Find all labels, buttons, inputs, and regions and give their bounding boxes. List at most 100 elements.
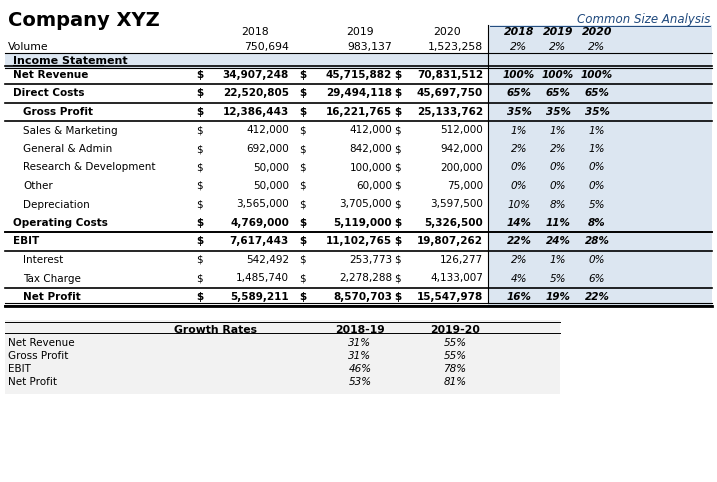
Text: 8,570,703: 8,570,703 xyxy=(333,292,392,302)
Text: Net Profit: Net Profit xyxy=(23,292,81,302)
Text: 2018: 2018 xyxy=(241,27,269,37)
Text: $: $ xyxy=(299,125,305,135)
Text: 2%: 2% xyxy=(511,144,527,154)
Text: $: $ xyxy=(394,237,402,246)
Text: General & Admin: General & Admin xyxy=(23,144,113,154)
Text: 942,000: 942,000 xyxy=(440,144,483,154)
Text: Net Revenue: Net Revenue xyxy=(13,70,88,80)
Text: $: $ xyxy=(299,181,305,191)
Text: $: $ xyxy=(394,70,402,80)
Text: Net Revenue: Net Revenue xyxy=(8,338,75,348)
Text: $: $ xyxy=(394,218,402,228)
Text: $: $ xyxy=(394,144,401,154)
Text: $: $ xyxy=(299,200,305,210)
Text: 31%: 31% xyxy=(348,351,371,361)
Text: 53%: 53% xyxy=(348,377,371,387)
Text: Net Profit: Net Profit xyxy=(8,377,57,387)
Text: 46%: 46% xyxy=(348,364,371,374)
Text: 5%: 5% xyxy=(550,273,566,283)
Text: 35%: 35% xyxy=(546,107,571,117)
Text: EBIT: EBIT xyxy=(13,237,39,246)
Text: 45,715,882: 45,715,882 xyxy=(326,70,392,80)
Text: Research & Development: Research & Development xyxy=(23,162,156,173)
Text: Growth Rates: Growth Rates xyxy=(174,325,257,335)
Text: 0%: 0% xyxy=(550,181,566,191)
Text: $: $ xyxy=(196,292,203,302)
Text: Income Statement: Income Statement xyxy=(13,56,128,66)
Bar xyxy=(488,66,712,306)
Text: 200,000: 200,000 xyxy=(440,162,483,173)
Text: $: $ xyxy=(394,292,402,302)
Text: $: $ xyxy=(299,255,305,265)
Text: 692,000: 692,000 xyxy=(246,144,289,154)
Text: $: $ xyxy=(196,237,203,246)
Text: 2%: 2% xyxy=(511,255,527,265)
Text: 3,705,000: 3,705,000 xyxy=(339,200,392,210)
Text: 100,000: 100,000 xyxy=(349,162,392,173)
Text: 65%: 65% xyxy=(507,89,531,98)
Text: 19,807,262: 19,807,262 xyxy=(417,237,483,246)
Text: 14%: 14% xyxy=(507,218,531,228)
Text: $: $ xyxy=(299,162,305,173)
Text: 0%: 0% xyxy=(511,162,527,173)
Text: 34,907,248: 34,907,248 xyxy=(223,70,289,80)
Text: 2018: 2018 xyxy=(504,27,534,37)
Text: Company XYZ: Company XYZ xyxy=(8,11,160,29)
Text: 3,597,500: 3,597,500 xyxy=(430,200,483,210)
Text: $: $ xyxy=(394,255,401,265)
Text: $: $ xyxy=(299,107,306,117)
Text: $: $ xyxy=(196,89,203,98)
Text: 81%: 81% xyxy=(443,377,467,387)
Text: 0%: 0% xyxy=(550,162,566,173)
Text: 11,102,765: 11,102,765 xyxy=(326,237,392,246)
Bar xyxy=(488,39,712,54)
Text: 5,119,000: 5,119,000 xyxy=(333,218,392,228)
Text: 412,000: 412,000 xyxy=(246,125,289,135)
Text: 253,773: 253,773 xyxy=(349,255,392,265)
Text: 1%: 1% xyxy=(550,125,566,135)
Text: 1%: 1% xyxy=(511,125,527,135)
Text: 100%: 100% xyxy=(503,70,535,80)
Text: Gross Profit: Gross Profit xyxy=(8,351,68,361)
Text: 1,485,740: 1,485,740 xyxy=(236,273,289,283)
Text: $: $ xyxy=(196,218,203,228)
Text: 0%: 0% xyxy=(589,181,605,191)
Text: 50,000: 50,000 xyxy=(253,181,289,191)
Text: 7,617,443: 7,617,443 xyxy=(229,237,289,246)
Text: $: $ xyxy=(394,200,401,210)
Text: 28%: 28% xyxy=(584,237,609,246)
Text: $: $ xyxy=(196,125,203,135)
Text: 0%: 0% xyxy=(511,181,527,191)
Text: 35%: 35% xyxy=(584,107,609,117)
Text: Volume: Volume xyxy=(8,42,49,52)
Text: 16,221,765: 16,221,765 xyxy=(326,107,392,117)
Text: $: $ xyxy=(196,255,203,265)
Text: 15,547,978: 15,547,978 xyxy=(417,292,483,302)
Text: 22,520,805: 22,520,805 xyxy=(223,89,289,98)
Text: 2019: 2019 xyxy=(346,27,374,37)
Bar xyxy=(5,53,712,68)
Text: $: $ xyxy=(299,70,306,80)
Text: $: $ xyxy=(394,125,401,135)
Text: 11%: 11% xyxy=(546,218,571,228)
Text: 3,565,000: 3,565,000 xyxy=(236,200,289,210)
Text: 4,133,007: 4,133,007 xyxy=(430,273,483,283)
Text: 22%: 22% xyxy=(584,292,609,302)
Text: 55%: 55% xyxy=(443,338,467,348)
Text: 2%: 2% xyxy=(549,42,566,52)
Text: Common Size Analysis: Common Size Analysis xyxy=(576,13,710,27)
Text: 2%: 2% xyxy=(511,42,528,52)
Text: $: $ xyxy=(196,162,203,173)
Text: 8%: 8% xyxy=(588,218,606,228)
Text: Tax Charge: Tax Charge xyxy=(23,273,81,283)
Text: 75,000: 75,000 xyxy=(447,181,483,191)
Text: 55%: 55% xyxy=(443,351,467,361)
Text: 100%: 100% xyxy=(542,70,574,80)
Text: 70,831,512: 70,831,512 xyxy=(417,70,483,80)
Text: Interest: Interest xyxy=(23,255,63,265)
Text: 2%: 2% xyxy=(550,144,566,154)
Text: 45,697,750: 45,697,750 xyxy=(417,89,483,98)
Text: Direct Costs: Direct Costs xyxy=(13,89,85,98)
Text: 5,589,211: 5,589,211 xyxy=(230,292,289,302)
Text: 31%: 31% xyxy=(348,338,371,348)
